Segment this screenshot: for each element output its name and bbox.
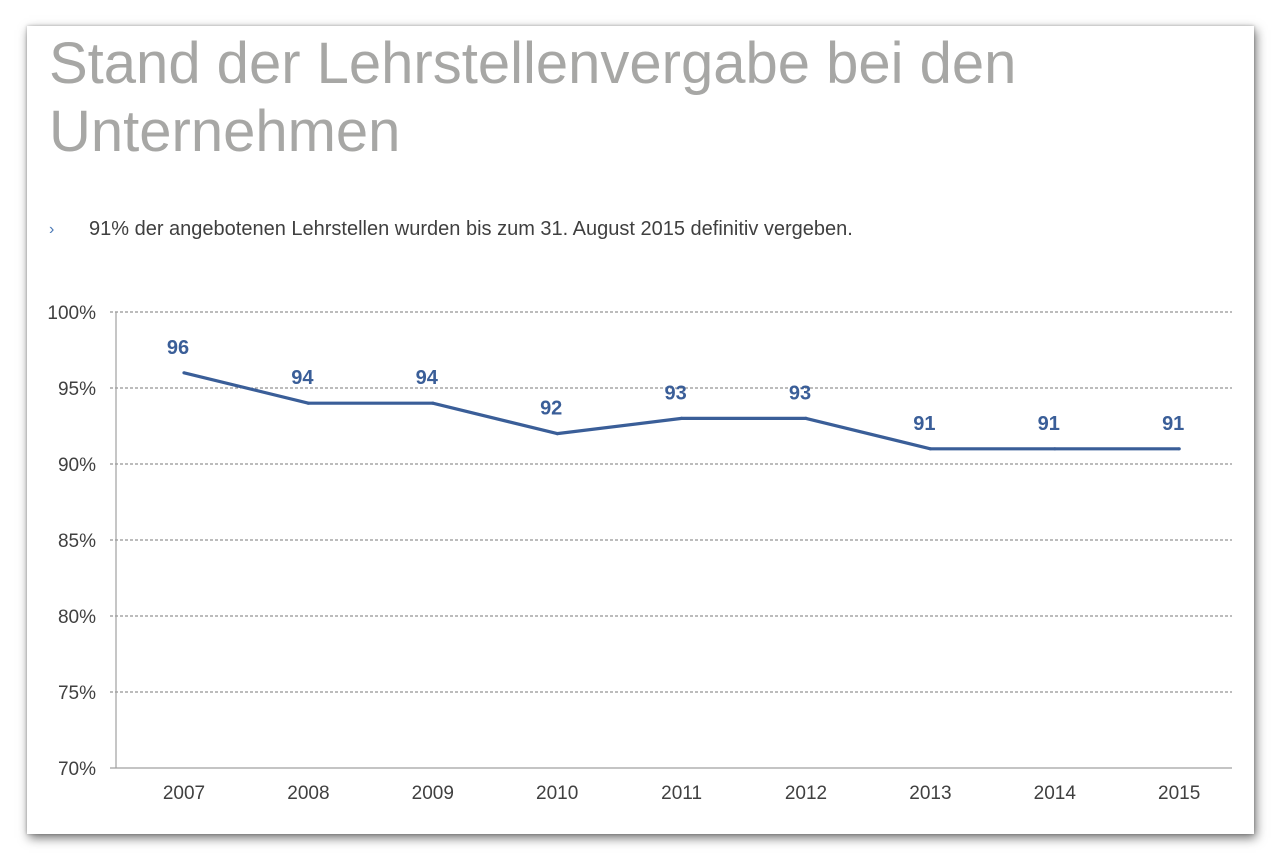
- data-label: 93: [789, 382, 811, 404]
- data-label: 92: [540, 398, 562, 420]
- data-point: [182, 371, 186, 375]
- data-label: 94: [416, 367, 439, 389]
- data-point: [555, 432, 559, 436]
- x-tick-label: 2012: [785, 783, 827, 804]
- y-tick-label: 75%: [58, 683, 96, 704]
- data-point: [1053, 447, 1057, 451]
- data-point: [431, 401, 435, 405]
- x-tick-label: 2014: [1034, 783, 1077, 804]
- data-point: [928, 447, 933, 451]
- slide: Stand der Lehrstellenvergabe bei den Unt…: [27, 26, 1254, 834]
- data-point: [1177, 447, 1181, 451]
- slide-title: Stand der Lehrstellenvergabe bei den Unt…: [49, 30, 1229, 166]
- y-tick-label: 70%: [58, 759, 96, 780]
- y-tick-label: 80%: [58, 607, 96, 628]
- data-label: 91: [1162, 413, 1184, 435]
- x-tick-label: 2015: [1158, 783, 1200, 804]
- data-point: [306, 401, 310, 405]
- x-tick-label: 2010: [536, 783, 578, 804]
- x-tick-label: 2013: [909, 783, 951, 804]
- data-label: 91: [1038, 413, 1060, 435]
- data-label: 93: [664, 382, 686, 404]
- data-label: 94: [291, 367, 314, 389]
- bullet-point: › 91% der angebotenen Lehrstellen wurden…: [49, 218, 853, 241]
- data-label: 96: [167, 337, 189, 359]
- bullet-text: 91% der angebotenen Lehrstellen wurden b…: [89, 218, 853, 240]
- data-point: [804, 416, 808, 420]
- data-point: [680, 416, 684, 420]
- slide-title-line-2: Unternehmen: [49, 99, 401, 164]
- slide-title-line-1: Stand der Lehrstellenvergabe bei den: [49, 31, 1017, 96]
- bullet-chevron-icon: ›: [49, 220, 55, 238]
- x-tick-label: 2008: [287, 783, 329, 804]
- x-tick-label: 2009: [412, 783, 454, 804]
- x-tick-label: 2007: [163, 783, 205, 804]
- y-tick-label: 85%: [58, 531, 96, 552]
- x-tick-label: 2011: [661, 783, 702, 804]
- data-label: 91: [913, 413, 935, 435]
- y-tick-label: 100%: [47, 303, 96, 324]
- y-tick-label: 95%: [58, 379, 96, 400]
- y-tick-label: 90%: [58, 455, 96, 476]
